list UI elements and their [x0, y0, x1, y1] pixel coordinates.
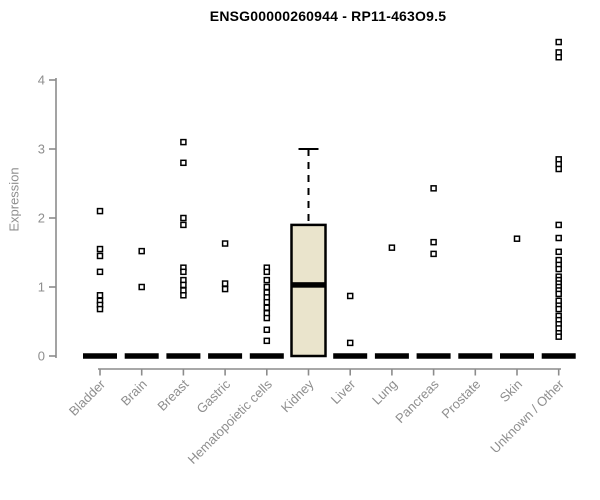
y-tick-label: 2: [38, 211, 45, 226]
outlier-point: [430, 238, 437, 246]
outlier-point: [555, 265, 562, 273]
y-tick-label: 0: [38, 349, 45, 364]
x-tick-label-pancreas: Pancreas: [392, 376, 442, 426]
outlier-point: [263, 276, 271, 284]
outlier-point: [555, 248, 562, 256]
zero-median-bar: [500, 353, 534, 359]
x-tick-label-bladder: Bladder: [66, 376, 109, 419]
outlier-point: [513, 235, 521, 242]
zero-median-bar: [374, 353, 409, 359]
outlier-point: [346, 292, 354, 300]
outlier-point: [555, 38, 562, 46]
outlier-point: [96, 252, 104, 260]
zero-median-bar: [541, 353, 576, 359]
outlier-point: [555, 290, 562, 298]
outlier-point: [346, 339, 354, 347]
category-hematopoietic-cells-group: [249, 264, 284, 359]
x-tick-label-gastric: Gastric: [194, 376, 234, 416]
outlier-point: [555, 165, 562, 173]
category-brain-group: [124, 247, 159, 359]
outlier-point: [180, 268, 187, 276]
category-kidney-group: [290, 148, 327, 358]
category-lung-group: [374, 244, 409, 359]
y-axis: 0 1 2 3 4: [38, 73, 57, 364]
category-skin-group: [500, 235, 534, 359]
zero-median-bar: [83, 353, 117, 359]
outlier-point: [263, 326, 271, 334]
zero-median-bar: [208, 353, 243, 359]
outlier-point: [263, 314, 271, 322]
x-tick-label-lung: Lung: [369, 377, 400, 408]
outlier-point: [96, 305, 104, 313]
zero-median-bar: [249, 353, 284, 359]
outlier-point: [555, 333, 562, 340]
outlier-point: [96, 245, 104, 253]
median-line: [291, 282, 326, 288]
zero-median-bar: [458, 353, 493, 359]
outlier-point: [555, 234, 562, 242]
outlier-point: [555, 53, 562, 61]
category-breast-group: [166, 138, 201, 359]
x-tick-label-skin: Skin: [497, 377, 525, 405]
outlier-point: [430, 185, 437, 192]
category-liver-group: [333, 292, 368, 359]
x-tick-label-unknown-other: Unknown / Other: [487, 376, 567, 456]
outlier-point: [221, 280, 229, 287]
outlier-point: [96, 207, 104, 215]
outlier-point: [180, 214, 187, 222]
category-pancreas-group: [416, 185, 451, 359]
box: [290, 223, 327, 358]
outlier-point: [263, 268, 271, 276]
x-tick-label-breast: Breast: [154, 376, 191, 413]
outlier-point: [138, 283, 145, 291]
x-tick-label-brain: Brain: [118, 377, 150, 409]
outlier-point: [221, 285, 229, 293]
y-tick-label: 3: [38, 142, 45, 157]
outlier-point: [138, 247, 145, 255]
category-prostate-group: [458, 353, 493, 359]
outlier-point: [180, 281, 187, 289]
x-tick-label-prostate: Prostate: [439, 377, 484, 422]
outlier-point: [430, 250, 437, 258]
zero-median-bar: [333, 353, 368, 359]
x-tick-label-liver: Liver: [328, 376, 359, 407]
outlier-point: [221, 240, 229, 247]
outlier-point: [555, 305, 562, 313]
outlier-point: [263, 283, 271, 291]
outlier-point: [96, 268, 104, 276]
outlier-point: [263, 304, 271, 311]
y-tick-label: 4: [38, 73, 45, 88]
outlier-point: [180, 292, 187, 299]
chart-title: ENSG00000260944 - RP11-463O9.5: [209, 8, 447, 24]
y-tick-label: 1: [38, 280, 45, 295]
outlier-point: [388, 244, 396, 251]
outlier-point: [180, 221, 187, 229]
x-tick-label-kidney: Kidney: [278, 376, 317, 415]
category-gastric-group: [208, 240, 243, 359]
zero-median-bar: [124, 353, 159, 359]
outlier-point: [180, 138, 187, 146]
outlier-point: [555, 221, 562, 229]
outlier-point: [263, 298, 271, 306]
zero-median-bar: [166, 353, 201, 359]
category-unknown-other-group: [541, 38, 576, 359]
outlier-point: [96, 292, 104, 299]
zero-median-bar: [416, 353, 451, 359]
category-bladder-group: [83, 207, 117, 359]
outlier-point: [263, 337, 271, 345]
outlier-point: [180, 159, 187, 167]
